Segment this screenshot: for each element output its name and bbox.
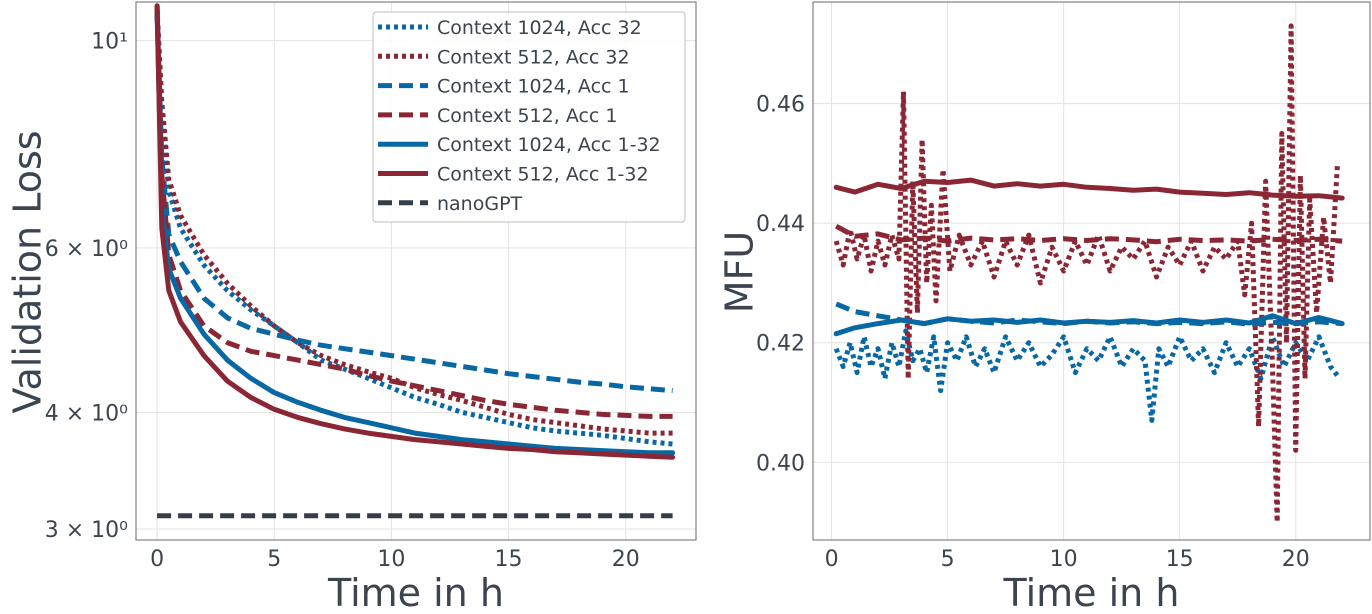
legend-label-3: Context 512, Acc 1	[437, 105, 618, 127]
legend-label-0: Context 1024, Acc 32	[437, 17, 642, 39]
y-tick-label: 6 × 10⁰	[45, 237, 128, 262]
series-line-3	[154, 5, 673, 419]
legend-label-1: Context 512, Acc 32	[437, 46, 630, 68]
plot-frame	[135, 1, 697, 541]
legend-label-2: Context 1024, Acc 1	[437, 76, 630, 98]
legend-label-4: Context 1024, Acc 1-32	[437, 134, 661, 156]
x-tick-label: 0	[150, 547, 164, 572]
x-tick-label: 10	[1050, 547, 1078, 572]
series-line-4	[154, 10, 676, 456]
y-tick-label: 0.44	[756, 212, 805, 237]
y-axis-label: MFU	[718, 231, 762, 313]
y-tick-label: 4 × 10⁰	[45, 401, 128, 426]
series-line-1	[833, 23, 1340, 525]
y-tick-label: 0.40	[756, 451, 805, 476]
y-tick-label: 10¹	[91, 30, 128, 55]
x-axis-label: Time in h	[327, 571, 504, 614]
x-tick-label: 15	[1166, 547, 1194, 572]
series-line-0	[833, 328, 1342, 423]
series-line-0	[154, 16, 673, 447]
series-line-5	[833, 177, 1345, 201]
x-tick-label: 15	[495, 547, 523, 572]
series-line-5	[154, 3, 676, 460]
mfu-panel: 0 5 10 15 20 0.40 0.42 0.44 0.46 Time in h MFU	[718, 1, 1371, 614]
y-tick-label: 0.46	[756, 93, 805, 118]
series-line-2	[154, 13, 673, 394]
y-axis-label: Validation Loss	[6, 130, 50, 413]
legend: Context 1024, Acc 32 Context 512, Acc 32 C…	[372, 11, 686, 223]
legend-box	[372, 11, 686, 223]
x-tick-label: 0	[825, 547, 839, 572]
series-line-3	[835, 224, 1343, 245]
x-tick-label: 10	[377, 547, 405, 572]
y-tick-label: 3 × 10⁰	[45, 518, 128, 543]
x-tick-label: 20	[612, 547, 640, 572]
series-line-1	[154, 9, 673, 436]
x-tick-label: 5	[941, 547, 955, 572]
series-line-4	[833, 313, 1345, 337]
x-axis-label: Time in h	[1003, 571, 1180, 614]
x-tick-label: 5	[267, 547, 281, 572]
y-tick-label: 0.42	[756, 332, 805, 357]
legend-label-5: Context 512, Acc 1-32	[437, 164, 649, 186]
legend-label-6: nanoGPT	[437, 193, 523, 215]
validation-loss-panel: 0 5 10 15 20 3 × 10⁰ 4 × 10⁰ 6 × 10⁰ 10¹ Time in …	[6, 1, 697, 614]
plot-frame	[812, 1, 1371, 541]
x-tick-label: 20	[1282, 547, 1310, 572]
